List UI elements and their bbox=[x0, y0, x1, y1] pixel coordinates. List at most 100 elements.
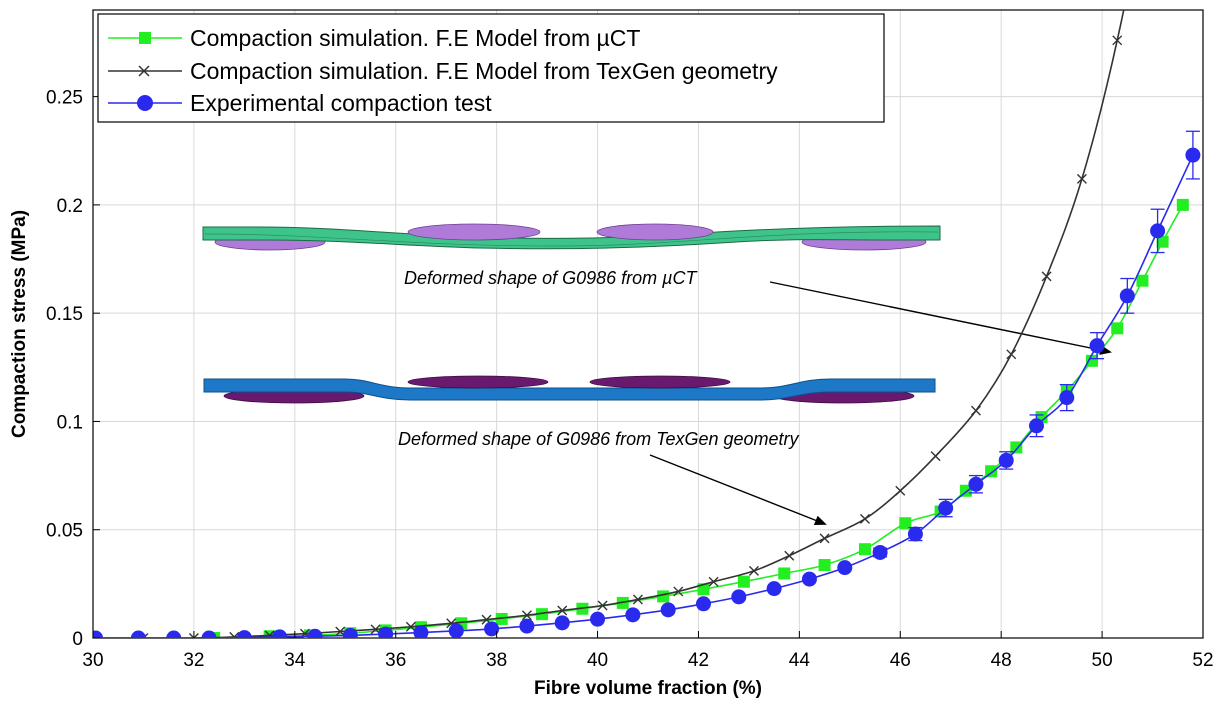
tow-cross-section bbox=[589, 375, 731, 389]
data-point-x bbox=[557, 605, 568, 616]
y-tick-label: 0.05 bbox=[46, 521, 83, 542]
y-tick-label: 0.25 bbox=[46, 88, 83, 109]
legend-entry-experimental: Experimental compaction test bbox=[108, 90, 492, 116]
data-point-circle bbox=[307, 628, 323, 638]
data-point-x bbox=[930, 451, 941, 462]
data-point-x bbox=[1112, 35, 1123, 46]
band-weave-line bbox=[204, 231, 939, 247]
data-point-square bbox=[858, 543, 871, 556]
data-point-square bbox=[1136, 274, 1149, 287]
data-point-square bbox=[1176, 198, 1189, 211]
data-point-circle bbox=[1150, 223, 1166, 239]
data-point-circle bbox=[201, 630, 217, 638]
series-layer bbox=[93, 10, 1201, 638]
y-tick-label: 0.15 bbox=[46, 304, 83, 325]
data-point-square bbox=[1111, 322, 1124, 335]
x-tick-label: 46 bbox=[890, 650, 911, 671]
data-point-circle bbox=[1089, 338, 1105, 354]
x-tick-label: 30 bbox=[82, 650, 103, 671]
tow-cross-section bbox=[407, 375, 549, 389]
legend-entry-texgen: Compaction simulation. F.E Model from Te… bbox=[108, 58, 778, 84]
data-point-square bbox=[263, 630, 276, 638]
data-point-x bbox=[1006, 349, 1017, 360]
y-tick-label: 0.1 bbox=[57, 412, 83, 433]
data-point-circle bbox=[93, 630, 104, 638]
data-point-circle bbox=[907, 526, 923, 542]
data-point-circle bbox=[554, 615, 570, 631]
legend-swatch-marker bbox=[139, 32, 151, 44]
data-point-square bbox=[737, 575, 750, 588]
data-point-circle bbox=[872, 544, 888, 560]
y-axis-label: Compaction stress (MPa) bbox=[9, 210, 30, 438]
x-tick-label: 42 bbox=[688, 650, 709, 671]
data-point-square bbox=[899, 517, 912, 530]
data-point-square bbox=[1156, 235, 1169, 248]
data-point-x bbox=[895, 485, 906, 496]
tow-cross-section bbox=[596, 223, 714, 241]
texgen-deformed-shape-inset bbox=[203, 375, 936, 404]
x-tick-label: 44 bbox=[789, 650, 811, 671]
data-point-circle bbox=[1185, 147, 1201, 163]
data-point-circle bbox=[378, 626, 394, 638]
data-point-circle bbox=[938, 500, 954, 516]
data-point-x bbox=[264, 630, 275, 638]
data-point-circle bbox=[413, 625, 429, 638]
data-point-circle bbox=[660, 602, 676, 618]
data-point-x bbox=[784, 550, 795, 561]
data-point-square bbox=[1086, 354, 1098, 367]
data-point-circle bbox=[236, 630, 252, 638]
axis-ticks: 30 32 34 36 38 40 42 44 46 48 50 52 0 0.05 0.1 0.15 0.2 0… bbox=[46, 88, 1214, 671]
x-tick-label: 36 bbox=[385, 650, 406, 671]
data-point-square bbox=[657, 590, 670, 603]
annotation-texgen: Deformed shape of G0986 from TexGen geom… bbox=[398, 429, 800, 449]
data-point-circle bbox=[837, 560, 853, 576]
x-axis-label: Fibre volume fraction (%) bbox=[534, 678, 762, 699]
data-point-circle bbox=[1119, 288, 1135, 304]
x-tick-label: 50 bbox=[1092, 650, 1113, 671]
legend-box bbox=[97, 13, 885, 123]
x-tick-label: 38 bbox=[486, 650, 507, 671]
data-point-circle bbox=[519, 618, 535, 634]
x-tick-label: 32 bbox=[183, 650, 204, 671]
data-point-x bbox=[819, 533, 830, 544]
annotation-muct: Deformed shape of G0986 from µCT bbox=[404, 268, 699, 288]
x-tick-label: 52 bbox=[1192, 650, 1213, 671]
data-point-x bbox=[748, 565, 759, 576]
data-point-square bbox=[818, 559, 831, 572]
data-point-square bbox=[536, 608, 549, 621]
data-point-x bbox=[673, 586, 684, 597]
data-point-x bbox=[188, 633, 199, 638]
data-point-circle bbox=[968, 476, 984, 492]
legend-swatch-marker bbox=[138, 65, 150, 77]
tow-cross-section bbox=[407, 223, 541, 241]
data-point-circle bbox=[766, 581, 782, 597]
x-tick-label: 48 bbox=[991, 650, 1012, 671]
y-tick-label: 0 bbox=[72, 629, 83, 650]
data-point-circle bbox=[484, 621, 500, 637]
data-point-x bbox=[521, 610, 532, 621]
data-point-circle bbox=[1029, 418, 1044, 434]
data-point-x bbox=[405, 621, 416, 632]
data-point-x bbox=[1041, 271, 1052, 282]
data-point-square bbox=[1010, 441, 1023, 454]
data-point-square bbox=[697, 583, 710, 596]
muct-deformed-shape-inset bbox=[202, 223, 941, 251]
data-point-circle bbox=[166, 630, 182, 638]
legend-label-muct: Compaction simulation. F.E Model from µC… bbox=[190, 25, 640, 51]
data-point-x bbox=[970, 405, 981, 416]
legend-entry-muct: Compaction simulation. F.E Model from µC… bbox=[108, 25, 640, 51]
data-point-circle bbox=[1059, 390, 1075, 406]
data-point-circle bbox=[448, 623, 464, 638]
data-point-x bbox=[632, 594, 643, 605]
data-point-circle bbox=[731, 589, 747, 605]
annotation-texgen-arrow bbox=[649, 454, 827, 525]
data-point-square bbox=[495, 612, 508, 625]
plot-area-frame bbox=[92, 9, 1204, 639]
x-tick-label: 40 bbox=[587, 650, 608, 671]
deformed-band bbox=[203, 378, 936, 401]
data-point-x bbox=[708, 576, 719, 587]
data-point-square bbox=[778, 567, 791, 580]
data-point-x bbox=[597, 600, 608, 611]
legend-label-texgen: Compaction simulation. F.E Model from Te… bbox=[190, 58, 778, 84]
